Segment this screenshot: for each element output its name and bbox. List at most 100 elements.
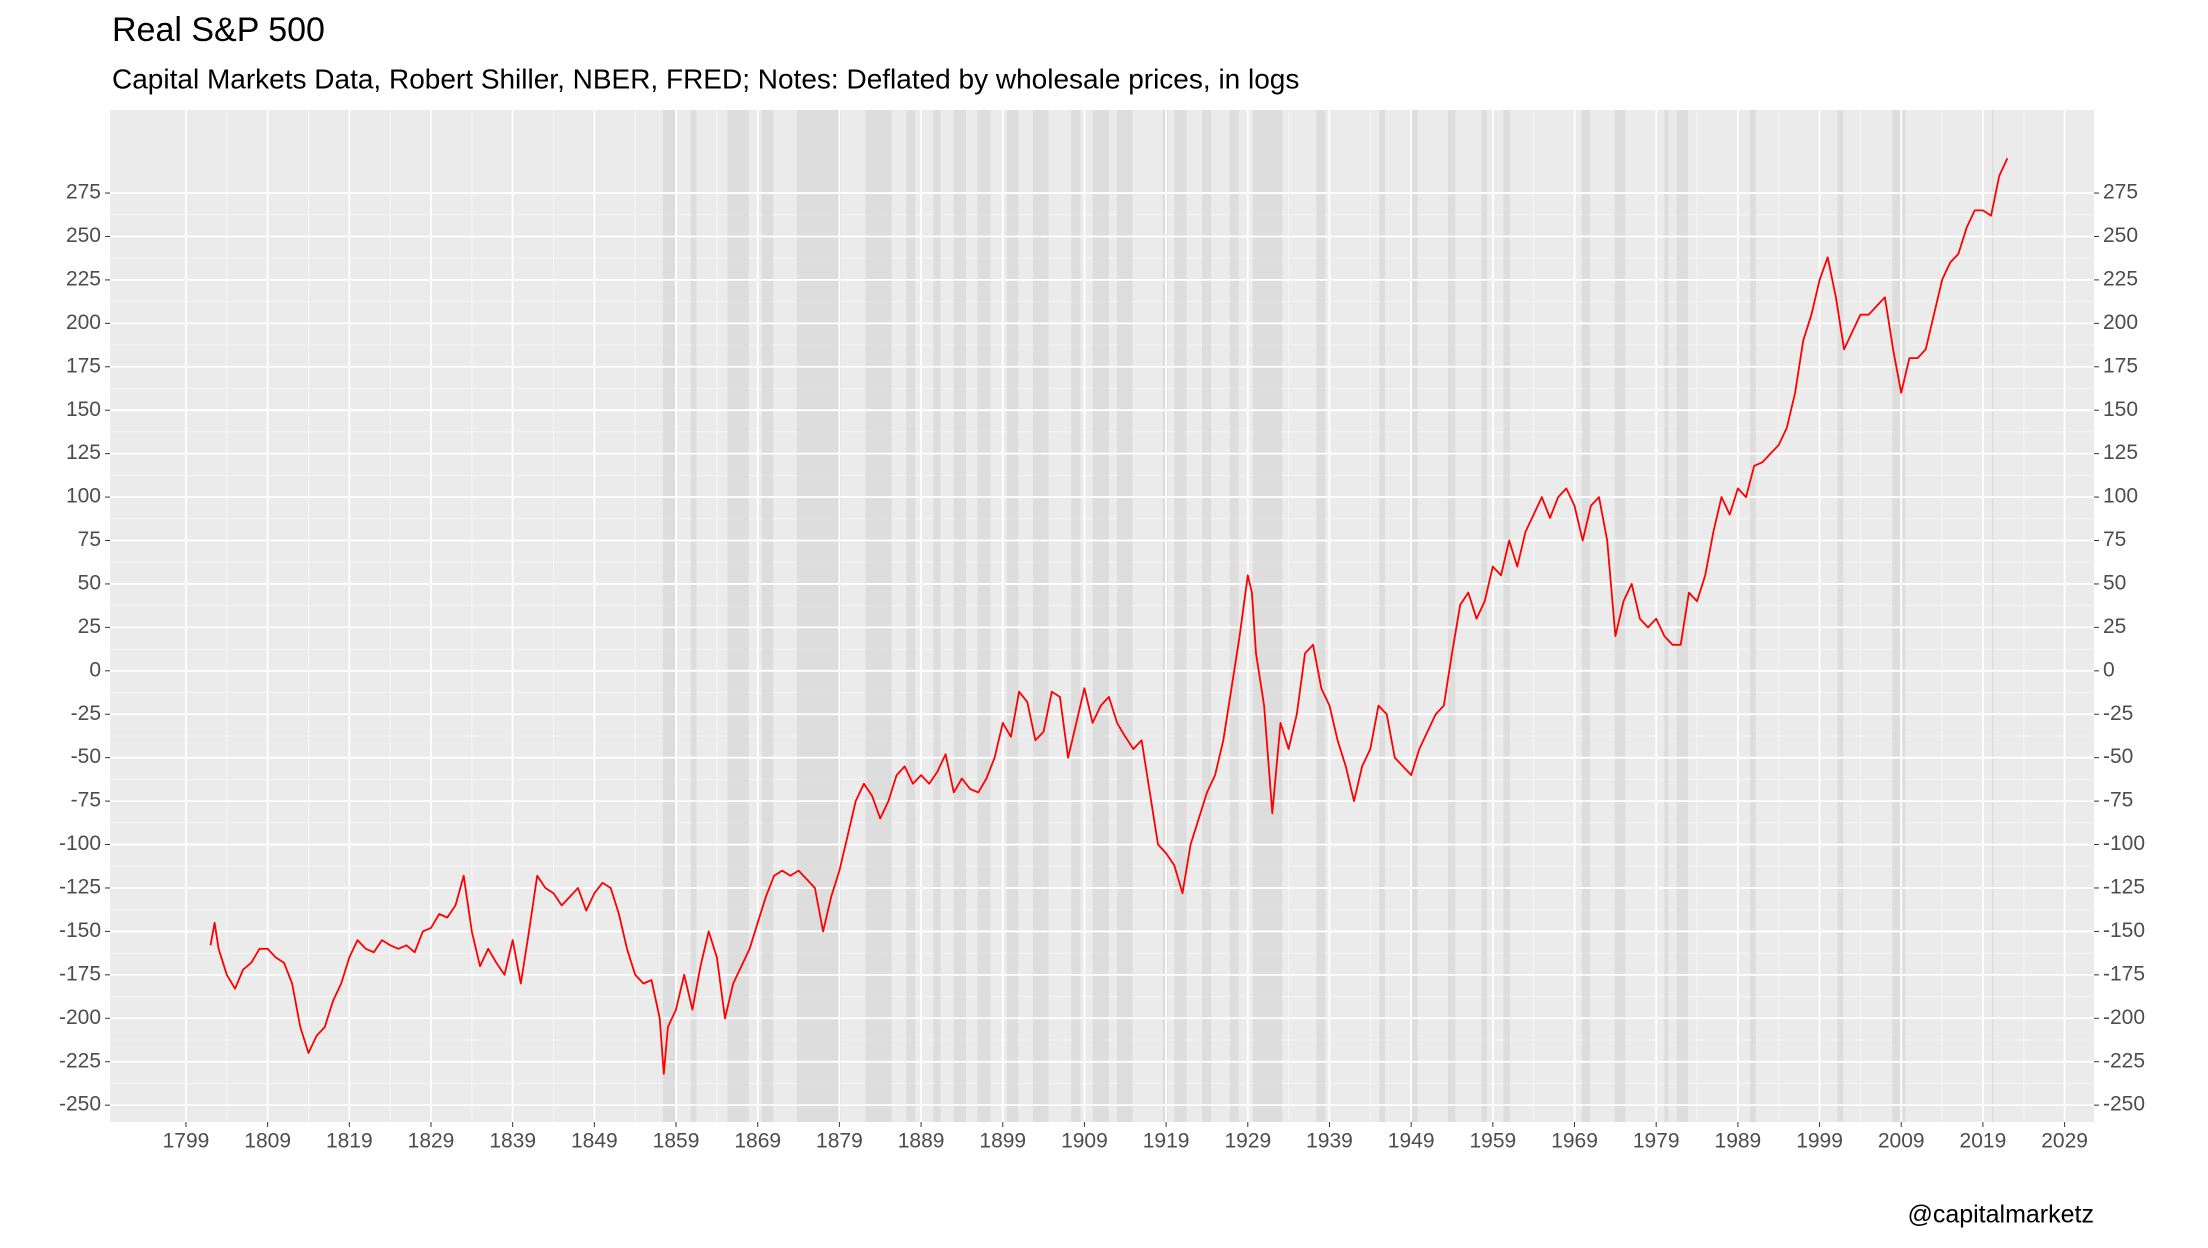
recession-band bbox=[1252, 110, 1283, 1122]
y-tick-label: -50 bbox=[71, 745, 101, 768]
recession-band bbox=[1481, 110, 1488, 1122]
y2-tick-label: 0 bbox=[2103, 658, 2115, 681]
y2-tick-label: -150 bbox=[2103, 919, 2145, 942]
recession-band bbox=[1750, 110, 1756, 1122]
y-tick-label: 50 bbox=[78, 571, 101, 594]
recession-band bbox=[977, 110, 991, 1122]
x-tick-label: 2029 bbox=[2041, 1130, 2088, 1153]
x-tick-label: 1969 bbox=[1551, 1130, 1598, 1153]
x-tick-label: 1839 bbox=[489, 1130, 536, 1153]
x-tick-label: 1899 bbox=[979, 1130, 1026, 1153]
caption: @capitalmarketz bbox=[1907, 1201, 2094, 1229]
recession-band bbox=[1892, 110, 1906, 1122]
recession-band bbox=[1676, 110, 1689, 1122]
y2-tick-label: -200 bbox=[2103, 1006, 2145, 1029]
y-tick-label: -175 bbox=[59, 962, 101, 985]
recession-band bbox=[1174, 110, 1187, 1122]
chart-subtitle: Capital Markets Data, Robert Shiller, NB… bbox=[112, 63, 1299, 94]
x-tick-label: 1889 bbox=[898, 1130, 945, 1153]
y2-tick-label: 175 bbox=[2103, 354, 2138, 377]
y-tick-label: 0 bbox=[89, 658, 101, 681]
y-tick-label: -100 bbox=[59, 832, 101, 855]
y2-tick-label: 50 bbox=[2103, 571, 2126, 594]
x-tick-label: 1869 bbox=[734, 1130, 781, 1153]
y-tick-label: -25 bbox=[71, 702, 101, 725]
recession-band bbox=[1991, 110, 1994, 1122]
y2-tick-label: 150 bbox=[2103, 398, 2138, 421]
x-tick-label: 1819 bbox=[326, 1130, 373, 1153]
recession-band bbox=[933, 110, 941, 1122]
x-tick-label: 1949 bbox=[1388, 1130, 1435, 1153]
x-tick-label: 1939 bbox=[1306, 1130, 1353, 1153]
recession-band bbox=[796, 110, 842, 1122]
x-tick-label: 1809 bbox=[244, 1130, 291, 1153]
y2-tick-label: 25 bbox=[2103, 615, 2126, 638]
recession-band bbox=[1316, 110, 1326, 1122]
y2-tick-label: 100 bbox=[2103, 485, 2138, 508]
y2-tick-label: 75 bbox=[2103, 528, 2126, 551]
recession-band bbox=[1379, 110, 1386, 1122]
x-tick-label: 1989 bbox=[1715, 1130, 1762, 1153]
x-tick-label: 1859 bbox=[653, 1130, 700, 1153]
y2-tick-label: -225 bbox=[2103, 1049, 2145, 1072]
recession-band bbox=[662, 110, 676, 1122]
recession-band bbox=[690, 110, 697, 1122]
y2-tick-label: -100 bbox=[2103, 832, 2145, 855]
chart-title: Real S&P 500 bbox=[112, 11, 325, 49]
y-tick-label: 150 bbox=[66, 398, 101, 421]
recession-band bbox=[906, 110, 916, 1122]
y-tick-label: 100 bbox=[66, 485, 101, 508]
x-tick-label: 1879 bbox=[816, 1130, 863, 1153]
recession-band bbox=[953, 110, 967, 1122]
y2-tick-label: 225 bbox=[2103, 267, 2138, 290]
y-tick-label: -200 bbox=[59, 1006, 101, 1029]
x-tick-label: 1999 bbox=[1796, 1130, 1843, 1153]
recession-band bbox=[1581, 110, 1591, 1122]
recession-band bbox=[1410, 110, 1418, 1122]
recession-band bbox=[1092, 110, 1109, 1122]
y2-tick-label: 275 bbox=[2103, 181, 2138, 204]
x-tick-label: 1909 bbox=[1061, 1130, 1108, 1153]
y-tick-label: 200 bbox=[66, 311, 101, 334]
y-tick-label: 275 bbox=[66, 181, 101, 204]
x-tick-label: 1849 bbox=[571, 1130, 618, 1153]
y2-tick-label: 250 bbox=[2103, 224, 2138, 247]
recession-band bbox=[1503, 110, 1510, 1122]
y-tick-label: -150 bbox=[59, 919, 101, 942]
recession-band bbox=[1202, 110, 1212, 1122]
x-tick-label: 1959 bbox=[1469, 1130, 1516, 1153]
recession-band bbox=[761, 110, 774, 1122]
y-tick-label: 225 bbox=[66, 267, 101, 290]
x-tick-label: 1979 bbox=[1633, 1130, 1680, 1153]
series-line bbox=[209, 157, 2009, 1075]
y-tick-label: -125 bbox=[59, 876, 101, 899]
y-tick-label: -250 bbox=[59, 1093, 101, 1116]
y-tick-label: 250 bbox=[66, 224, 101, 247]
y2-tick-label: -125 bbox=[2103, 876, 2145, 899]
recession-band bbox=[1032, 110, 1049, 1122]
y2-tick-label: -175 bbox=[2103, 962, 2145, 985]
y2-tick-label: -75 bbox=[2103, 789, 2133, 812]
recession-band bbox=[1006, 110, 1019, 1122]
recession-band bbox=[727, 110, 749, 1122]
y2-tick-label: -250 bbox=[2103, 1093, 2145, 1116]
x-tick-label: 2009 bbox=[1878, 1130, 1925, 1153]
y-tick-label: -75 bbox=[71, 789, 101, 812]
recession-band bbox=[1837, 110, 1844, 1122]
recession-band bbox=[1071, 110, 1081, 1122]
y2-tick-label: -50 bbox=[2103, 745, 2133, 768]
recession-band bbox=[1664, 110, 1669, 1122]
y2-tick-label: 125 bbox=[2103, 441, 2138, 464]
x-tick-label: 1919 bbox=[1143, 1130, 1190, 1153]
y-tick-label: 75 bbox=[78, 528, 101, 551]
y-tick-label: 175 bbox=[66, 354, 101, 377]
x-tick-label: 1929 bbox=[1224, 1130, 1271, 1153]
x-tick-label: 1799 bbox=[163, 1130, 210, 1153]
y2-tick-label: 200 bbox=[2103, 311, 2138, 334]
y-tick-label: 25 bbox=[78, 615, 101, 638]
y-tick-label: -225 bbox=[59, 1049, 101, 1072]
y-tick-label: 125 bbox=[66, 441, 101, 464]
x-tick-label: 2019 bbox=[1960, 1130, 2007, 1153]
recession-band bbox=[1447, 110, 1456, 1122]
